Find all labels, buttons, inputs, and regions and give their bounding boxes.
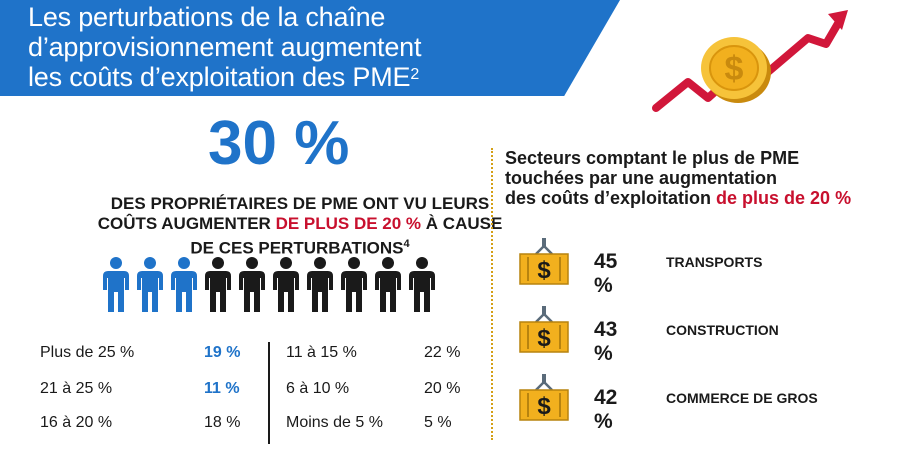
dotted-divider: [491, 148, 493, 440]
person-icon: [202, 256, 234, 314]
person-icon: [134, 256, 166, 314]
distribution-label: 6 à 10 %: [286, 380, 350, 397]
person-icon: [372, 256, 404, 314]
distribution-value: 20 %: [424, 380, 461, 397]
headline-stat: 30 %: [208, 109, 350, 178]
sectors-title-line-3: des coûts d’exploitation de plus de 20 %: [505, 188, 852, 208]
sector-name: COMMERCE DE GROS: [666, 390, 818, 406]
sectors-title-line-1: Secteurs comptant le plus de PME: [505, 148, 800, 168]
distribution-value: 22 %: [424, 344, 461, 361]
distribution-label: Moins de 5 %: [286, 414, 383, 431]
person-icon: [270, 256, 302, 314]
sector-name: TRANSPORTS: [666, 254, 763, 270]
svg-text:$: $: [537, 393, 551, 420]
sectors-title-line-2: touchées par une augmentation: [505, 168, 778, 188]
sectors-title-highlight: de plus de 20 %: [716, 188, 852, 208]
title-footnote: 2: [410, 66, 420, 83]
sector-percent: 45 %: [594, 250, 618, 297]
title-line-1: Les perturbations de la chaîne: [28, 2, 386, 32]
person-icon: [236, 256, 268, 314]
person-icon: [168, 256, 200, 314]
person-icon: [100, 256, 132, 314]
title-line-2: d’approvisionnement augmentent: [28, 32, 422, 62]
page-title: Les perturbations de la chaîne d’approvi…: [28, 2, 588, 92]
sector-name: CONSTRUCTION: [666, 322, 779, 338]
header-banner: [0, 0, 620, 96]
sectors-title: Secteurs comptant le plus de PME touchée…: [505, 148, 895, 208]
distribution-label: 16 à 20 %: [40, 414, 113, 431]
distribution-value: 5 %: [424, 414, 452, 431]
distribution-label: Plus de 25 %: [40, 344, 135, 361]
svg-text:$: $: [537, 325, 551, 352]
distribution-value: 19 %: [204, 344, 241, 361]
distribution-divider: [268, 342, 270, 444]
desc-footnote: 4: [403, 238, 410, 250]
sector-percent: 42 %: [594, 386, 618, 433]
container-crane-icon: $: [519, 306, 569, 353]
distribution-value: 18 %: [204, 414, 241, 431]
svg-text:$: $: [725, 50, 744, 88]
rising-coin-icon: $: [652, 10, 848, 112]
person-icon: [304, 256, 336, 314]
distribution-label: 21 à 25 %: [40, 380, 113, 397]
distribution-label: 11 à 15 %: [286, 344, 357, 361]
stat-description: DES PROPRIÉTAIRES DE PME ONT VU LEURS CO…: [40, 194, 560, 259]
container-crane-icon: $: [519, 374, 569, 421]
svg-text:$: $: [537, 257, 551, 284]
person-icon: [406, 256, 438, 314]
distribution-value: 11 %: [204, 380, 240, 397]
people-pictogram: [100, 256, 438, 314]
container-crane-icon: $: [519, 238, 569, 285]
desc-line-3: DE CES PERTURBATIONS4: [190, 238, 410, 258]
desc-line-1: DES PROPRIÉTAIRES DE PME ONT VU LEURS: [110, 194, 490, 213]
desc-line-2: COÛTS AUGMENTER DE PLUS DE 20 % À CAUSE: [97, 214, 503, 233]
person-icon: [338, 256, 370, 314]
desc-highlight: DE PLUS DE 20 %: [275, 214, 422, 233]
title-line-3: les coûts d’exploitation des PME2: [28, 62, 420, 92]
sector-percent: 43 %: [594, 318, 618, 365]
